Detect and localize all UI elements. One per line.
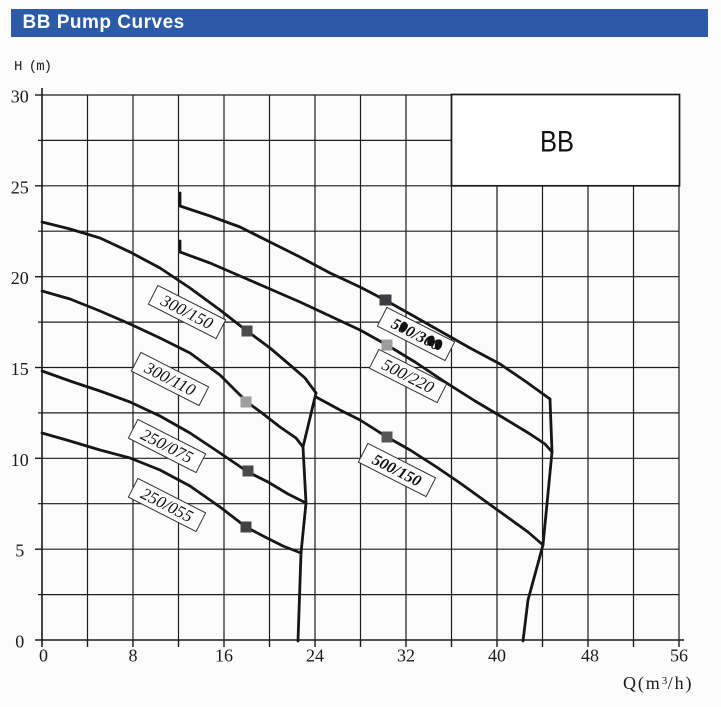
svg-text:0: 0 (39, 646, 48, 666)
svg-text:48: 48 (581, 646, 599, 666)
svg-text:16: 16 (215, 646, 233, 666)
svg-text:5: 5 (15, 541, 24, 561)
svg-text:30: 30 (11, 87, 29, 107)
svg-text:32: 32 (397, 646, 415, 666)
svg-text:10: 10 (11, 450, 29, 470)
svg-text:300/150: 300/150 (157, 290, 217, 333)
svg-text:BB: BB (540, 126, 574, 159)
svg-text:24: 24 (306, 646, 324, 666)
svg-text:25: 25 (11, 177, 29, 197)
svg-text:20: 20 (11, 268, 29, 288)
svg-text:56: 56 (670, 646, 688, 666)
svg-text:300/110: 300/110 (141, 358, 199, 400)
svg-text:Q(m3/h): Q(m3/h) (623, 673, 693, 694)
svg-text:15: 15 (11, 359, 29, 379)
svg-text:500/220: 500/220 (379, 355, 438, 397)
svg-text:0: 0 (15, 632, 24, 652)
svg-text:40: 40 (488, 646, 506, 666)
svg-text:250/055: 250/055 (138, 484, 196, 526)
svg-text:8: 8 (129, 646, 138, 666)
